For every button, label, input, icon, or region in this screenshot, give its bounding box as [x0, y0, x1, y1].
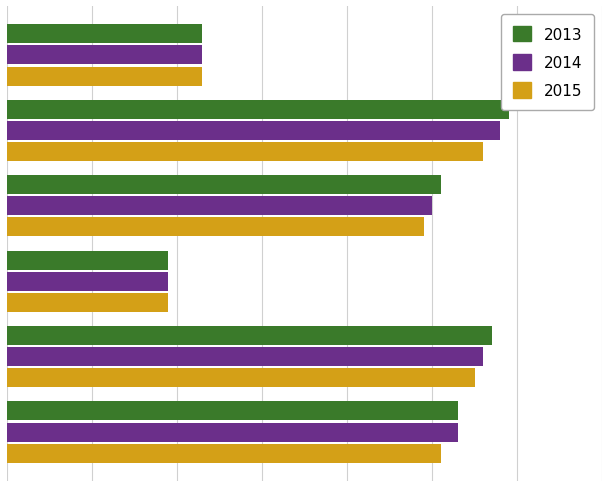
Bar — [7, 293, 169, 312]
Bar — [7, 142, 483, 162]
Bar — [7, 101, 509, 120]
Bar — [7, 347, 483, 366]
Bar — [7, 326, 491, 346]
Bar — [7, 368, 474, 387]
Legend: 2013, 2014, 2015: 2013, 2014, 2015 — [501, 15, 594, 111]
Bar — [7, 402, 457, 421]
Bar — [7, 176, 440, 195]
Bar — [7, 197, 432, 216]
Bar — [7, 272, 169, 291]
Bar — [7, 122, 500, 141]
Bar — [7, 67, 202, 86]
Bar — [7, 218, 423, 237]
Bar — [7, 46, 202, 65]
Bar — [7, 444, 440, 463]
Bar — [7, 423, 457, 442]
Bar — [7, 251, 169, 270]
Bar — [7, 25, 202, 44]
